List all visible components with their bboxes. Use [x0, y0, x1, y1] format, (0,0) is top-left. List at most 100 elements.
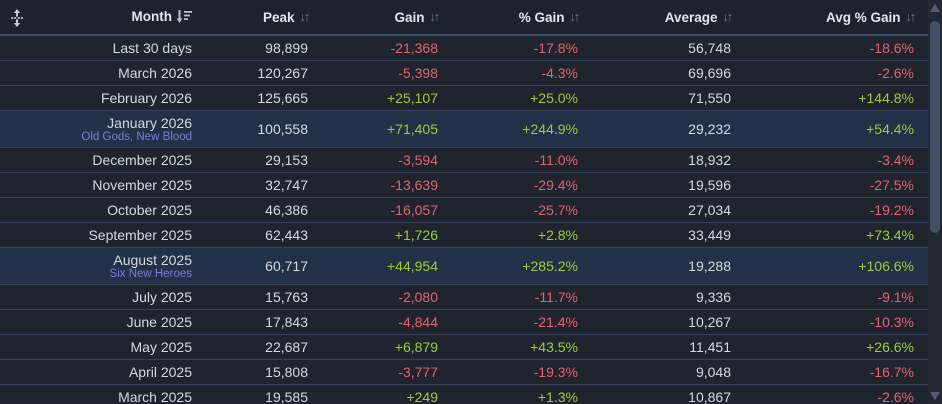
month-label: January 2026	[107, 114, 192, 131]
update-event-link[interactable]: Six New Heroes	[109, 267, 192, 280]
vertical-scrollbar[interactable]	[928, 0, 942, 404]
month-label: July 2025	[132, 289, 192, 305]
avg-gain-pct-cell: -10.3%	[745, 309, 928, 335]
gain-pct-cell: +285.2%	[452, 247, 592, 285]
sort-both-icon: ↓↑	[569, 9, 580, 24]
average-cell: 11,451	[592, 334, 745, 360]
scrollbar-thumb[interactable]	[930, 21, 940, 233]
table-row: March 2026 120,267 -5,398 -4.3% 69,696 -2.6%	[0, 60, 928, 86]
average-cell: 10,267	[592, 309, 745, 335]
peak-cell: 15,808	[200, 359, 322, 385]
table-row: April 2025 15,808 -3,777 -19.3% 9,048 -16.7%	[0, 359, 928, 385]
gain-cell: +71,405	[322, 110, 452, 148]
column-header-avg-gain-pct[interactable]: Avg % Gain ↓↑	[745, 0, 928, 36]
column-header-average[interactable]: Average ↓↑	[592, 0, 745, 36]
column-label: Month	[131, 8, 172, 24]
column-header-peak[interactable]: Peak ↓↑	[200, 0, 322, 36]
gain-cell: -21,368	[322, 35, 452, 61]
gain-cell: +249	[322, 384, 452, 404]
gain-cell: -3,594	[322, 147, 452, 173]
column-header-month[interactable]: Month	[0, 0, 200, 36]
gain-cell: +6,879	[322, 334, 452, 360]
month-cell: July 2025	[0, 284, 200, 310]
column-label: Peak	[262, 9, 295, 25]
column-header-gain-pct[interactable]: % Gain ↓↑	[452, 0, 592, 36]
scroll-up-arrow-icon[interactable]	[928, 1, 942, 15]
month-cell: June 2025	[0, 309, 200, 335]
month-label: December 2025	[92, 152, 192, 168]
month-label: April 2025	[128, 364, 192, 380]
avg-gain-pct-cell: -19.2%	[745, 197, 928, 223]
peak-cell: 29,153	[200, 147, 322, 173]
month-label: August 2025	[113, 251, 192, 268]
update-event-link[interactable]: Old Gods, New Blood	[81, 130, 192, 143]
avg-gain-pct-cell: +106.6%	[745, 247, 928, 285]
average-cell: 33,449	[592, 222, 745, 248]
table-row: September 2025 62,443 +1,726 +2.8% 33,449 +73…	[0, 222, 928, 248]
average-cell: 27,034	[592, 197, 745, 223]
month-label: March 2026	[118, 65, 192, 81]
gain-cell: -5,398	[322, 60, 452, 86]
avg-gain-pct-cell: -2.6%	[745, 60, 928, 86]
gain-pct-cell: +43.5%	[452, 334, 592, 360]
gain-cell: -13,639	[322, 172, 452, 198]
gain-cell: +1,726	[322, 222, 452, 248]
average-cell: 69,696	[592, 60, 745, 86]
avg-gain-pct-cell: -27.5%	[745, 172, 928, 198]
peak-cell: 17,843	[200, 309, 322, 335]
avg-gain-pct-cell: +26.6%	[745, 334, 928, 360]
gain-cell: -4,844	[322, 309, 452, 335]
gain-cell: +44,954	[322, 247, 452, 285]
gain-pct-cell: -17.8%	[452, 35, 592, 61]
column-label: Average	[664, 9, 718, 25]
scroll-down-arrow-icon[interactable]	[928, 389, 942, 403]
column-header-gain[interactable]: Gain ↓↑	[322, 0, 452, 36]
month-cell: January 2026 Old Gods, New Blood	[0, 110, 200, 148]
month-label: September 2025	[88, 227, 192, 243]
avg-gain-pct-cell: -2.6%	[745, 384, 928, 404]
month-label: October 2025	[107, 202, 192, 218]
gain-cell: -2,080	[322, 284, 452, 310]
month-cell: March 2026	[0, 60, 200, 86]
avg-gain-pct-cell: +54.4%	[745, 110, 928, 148]
peak-cell: 32,747	[200, 172, 322, 198]
month-cell: November 2025	[0, 172, 200, 198]
average-cell: 56,748	[592, 35, 745, 61]
drag-handle-icon[interactable]	[7, 8, 27, 28]
average-cell: 9,336	[592, 284, 745, 310]
gain-pct-cell: +2.8%	[452, 222, 592, 248]
table-row: March 2025 19,585 +249 +1.3% 10,867 -2.6%	[0, 384, 928, 404]
average-cell: 19,288	[592, 247, 745, 285]
average-cell: 18,932	[592, 147, 745, 173]
peak-cell: 15,763	[200, 284, 322, 310]
month-cell: March 2025	[0, 384, 200, 404]
peak-cell: 98,899	[200, 35, 322, 61]
table-row: August 2025 Six New Heroes 60,717 +44,954 +2…	[0, 247, 928, 285]
average-cell: 19,596	[592, 172, 745, 198]
month-cell: April 2025	[0, 359, 200, 385]
month-label: Last 30 days	[112, 40, 192, 56]
table-row: July 2025 15,763 -2,080 -11.7% 9,336 -9.1%	[0, 284, 928, 310]
table-row: May 2025 22,687 +6,879 +43.5% 11,451 +26.6%	[0, 334, 928, 360]
month-label: March 2025	[118, 389, 192, 404]
table-row: June 2025 17,843 -4,844 -21.4% 10,267 -10.3%	[0, 309, 928, 335]
month-cell: Last 30 days	[0, 35, 200, 61]
column-label: % Gain	[518, 9, 565, 25]
sort-descending-icon	[176, 9, 192, 26]
sort-both-icon: ↓↑	[429, 9, 440, 24]
month-label: February 2026	[100, 90, 192, 106]
column-label: Gain	[394, 9, 425, 25]
month-cell: February 2026	[0, 85, 200, 111]
peak-cell: 46,386	[200, 197, 322, 223]
avg-gain-pct-cell: -18.6%	[745, 35, 928, 61]
peak-cell: 22,687	[200, 334, 322, 360]
average-cell: 29,232	[592, 110, 745, 148]
gain-pct-cell: -4.3%	[452, 60, 592, 86]
avg-gain-pct-cell: -9.1%	[745, 284, 928, 310]
average-cell: 71,550	[592, 85, 745, 111]
month-label: June 2025	[126, 314, 192, 330]
month-cell: May 2025	[0, 334, 200, 360]
table-row: October 2025 46,386 -16,057 -25.7% 27,034 -19…	[0, 197, 928, 223]
